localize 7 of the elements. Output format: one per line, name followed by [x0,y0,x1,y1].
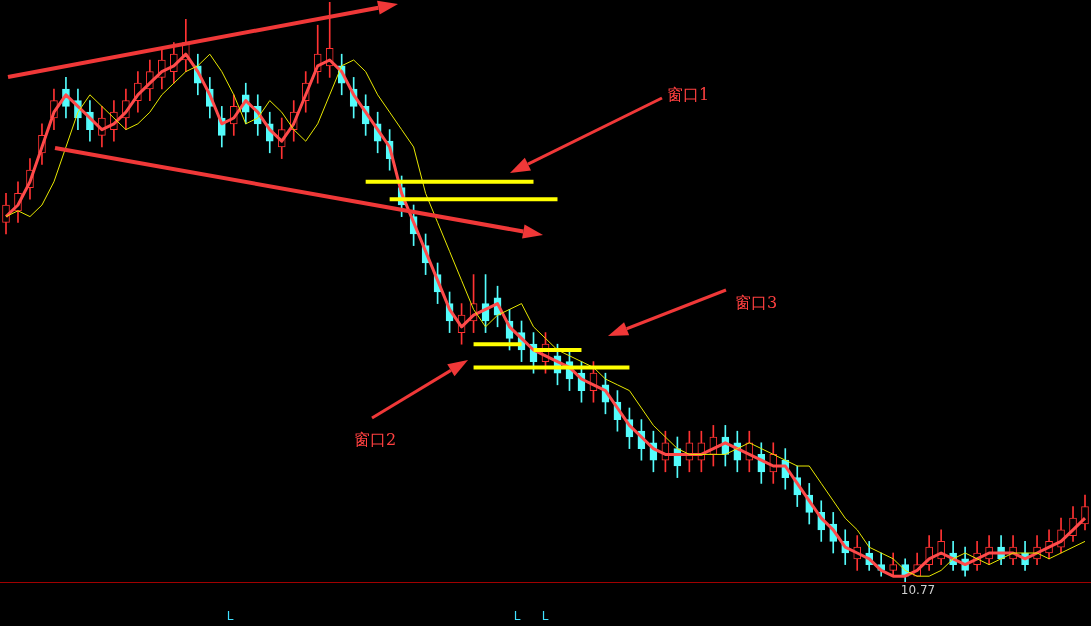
text: 10.77 [900,583,936,598]
text: L [513,609,521,624]
annotation: 窗口1 [666,85,710,105]
text: L [226,609,234,624]
text: L [541,609,549,624]
annotation: 窗口2 [353,430,397,450]
annotation: 窗口3 [734,293,778,313]
